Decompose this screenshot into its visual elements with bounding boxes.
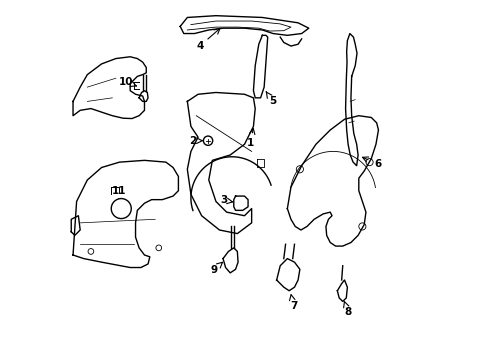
Polygon shape [223,248,238,273]
Text: 5: 5 [268,96,275,106]
Text: 11: 11 [111,186,126,196]
Text: 3: 3 [220,195,227,205]
Polygon shape [187,93,255,234]
Polygon shape [139,91,148,102]
Text: 2: 2 [189,136,196,146]
Polygon shape [73,57,146,118]
Polygon shape [276,258,299,291]
Polygon shape [71,216,80,235]
Polygon shape [233,196,247,210]
Text: 8: 8 [344,307,351,317]
Polygon shape [287,116,378,246]
Text: 4: 4 [196,41,203,51]
Polygon shape [345,33,357,166]
Text: 1: 1 [246,138,253,148]
Polygon shape [337,280,346,301]
Polygon shape [180,16,308,35]
Text: 6: 6 [373,159,381,169]
Polygon shape [253,35,267,98]
Text: 10: 10 [119,77,133,87]
Text: 7: 7 [289,301,297,311]
Text: 9: 9 [210,265,217,275]
Polygon shape [73,160,178,267]
